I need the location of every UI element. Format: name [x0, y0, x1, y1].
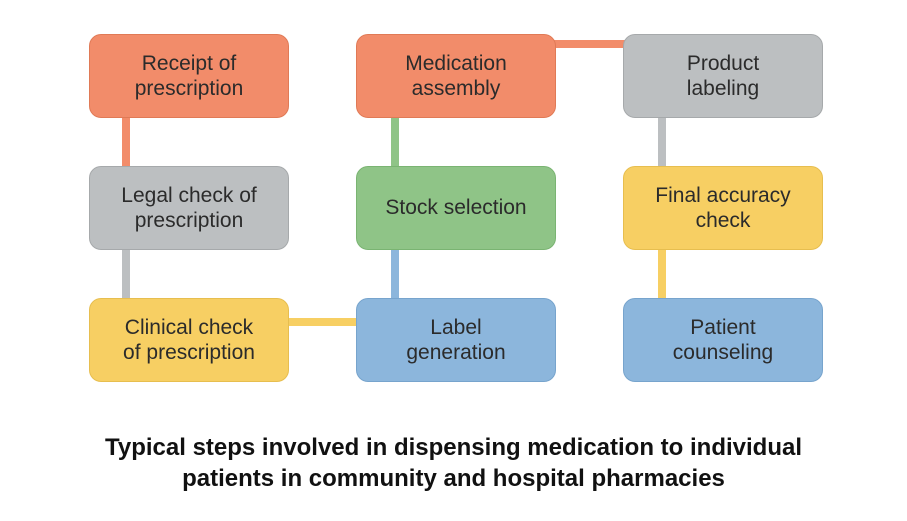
node-stock-selection: Stock selection	[356, 166, 556, 250]
node-medication-assembly: Medicationassembly	[356, 34, 556, 118]
node-product-labeling: Productlabeling	[623, 34, 823, 118]
connector-4	[391, 110, 399, 174]
node-final-accuracy-check: Final accuracycheck	[623, 166, 823, 250]
flowchart-diagram: Receipt ofprescription Medicationassembl…	[0, 0, 907, 521]
node-patient-counseling: Patientcounseling	[623, 298, 823, 382]
node-receipt-of-prescription: Receipt ofprescription	[89, 34, 289, 118]
connector-7	[658, 242, 666, 306]
connector-5	[548, 40, 631, 48]
node-clinical-check-of-prescription: Clinical checkof prescription	[89, 298, 289, 382]
node-legal-check-of-prescription: Legal check ofprescription	[89, 166, 289, 250]
diagram-caption: Typical steps involved in dispensing med…	[0, 432, 907, 494]
node-label-generation: Labelgeneration	[356, 298, 556, 382]
connector-3	[391, 242, 399, 306]
connector-6	[658, 110, 666, 174]
connector-2	[281, 318, 364, 326]
connector-1	[122, 242, 130, 306]
connector-0	[122, 110, 130, 174]
